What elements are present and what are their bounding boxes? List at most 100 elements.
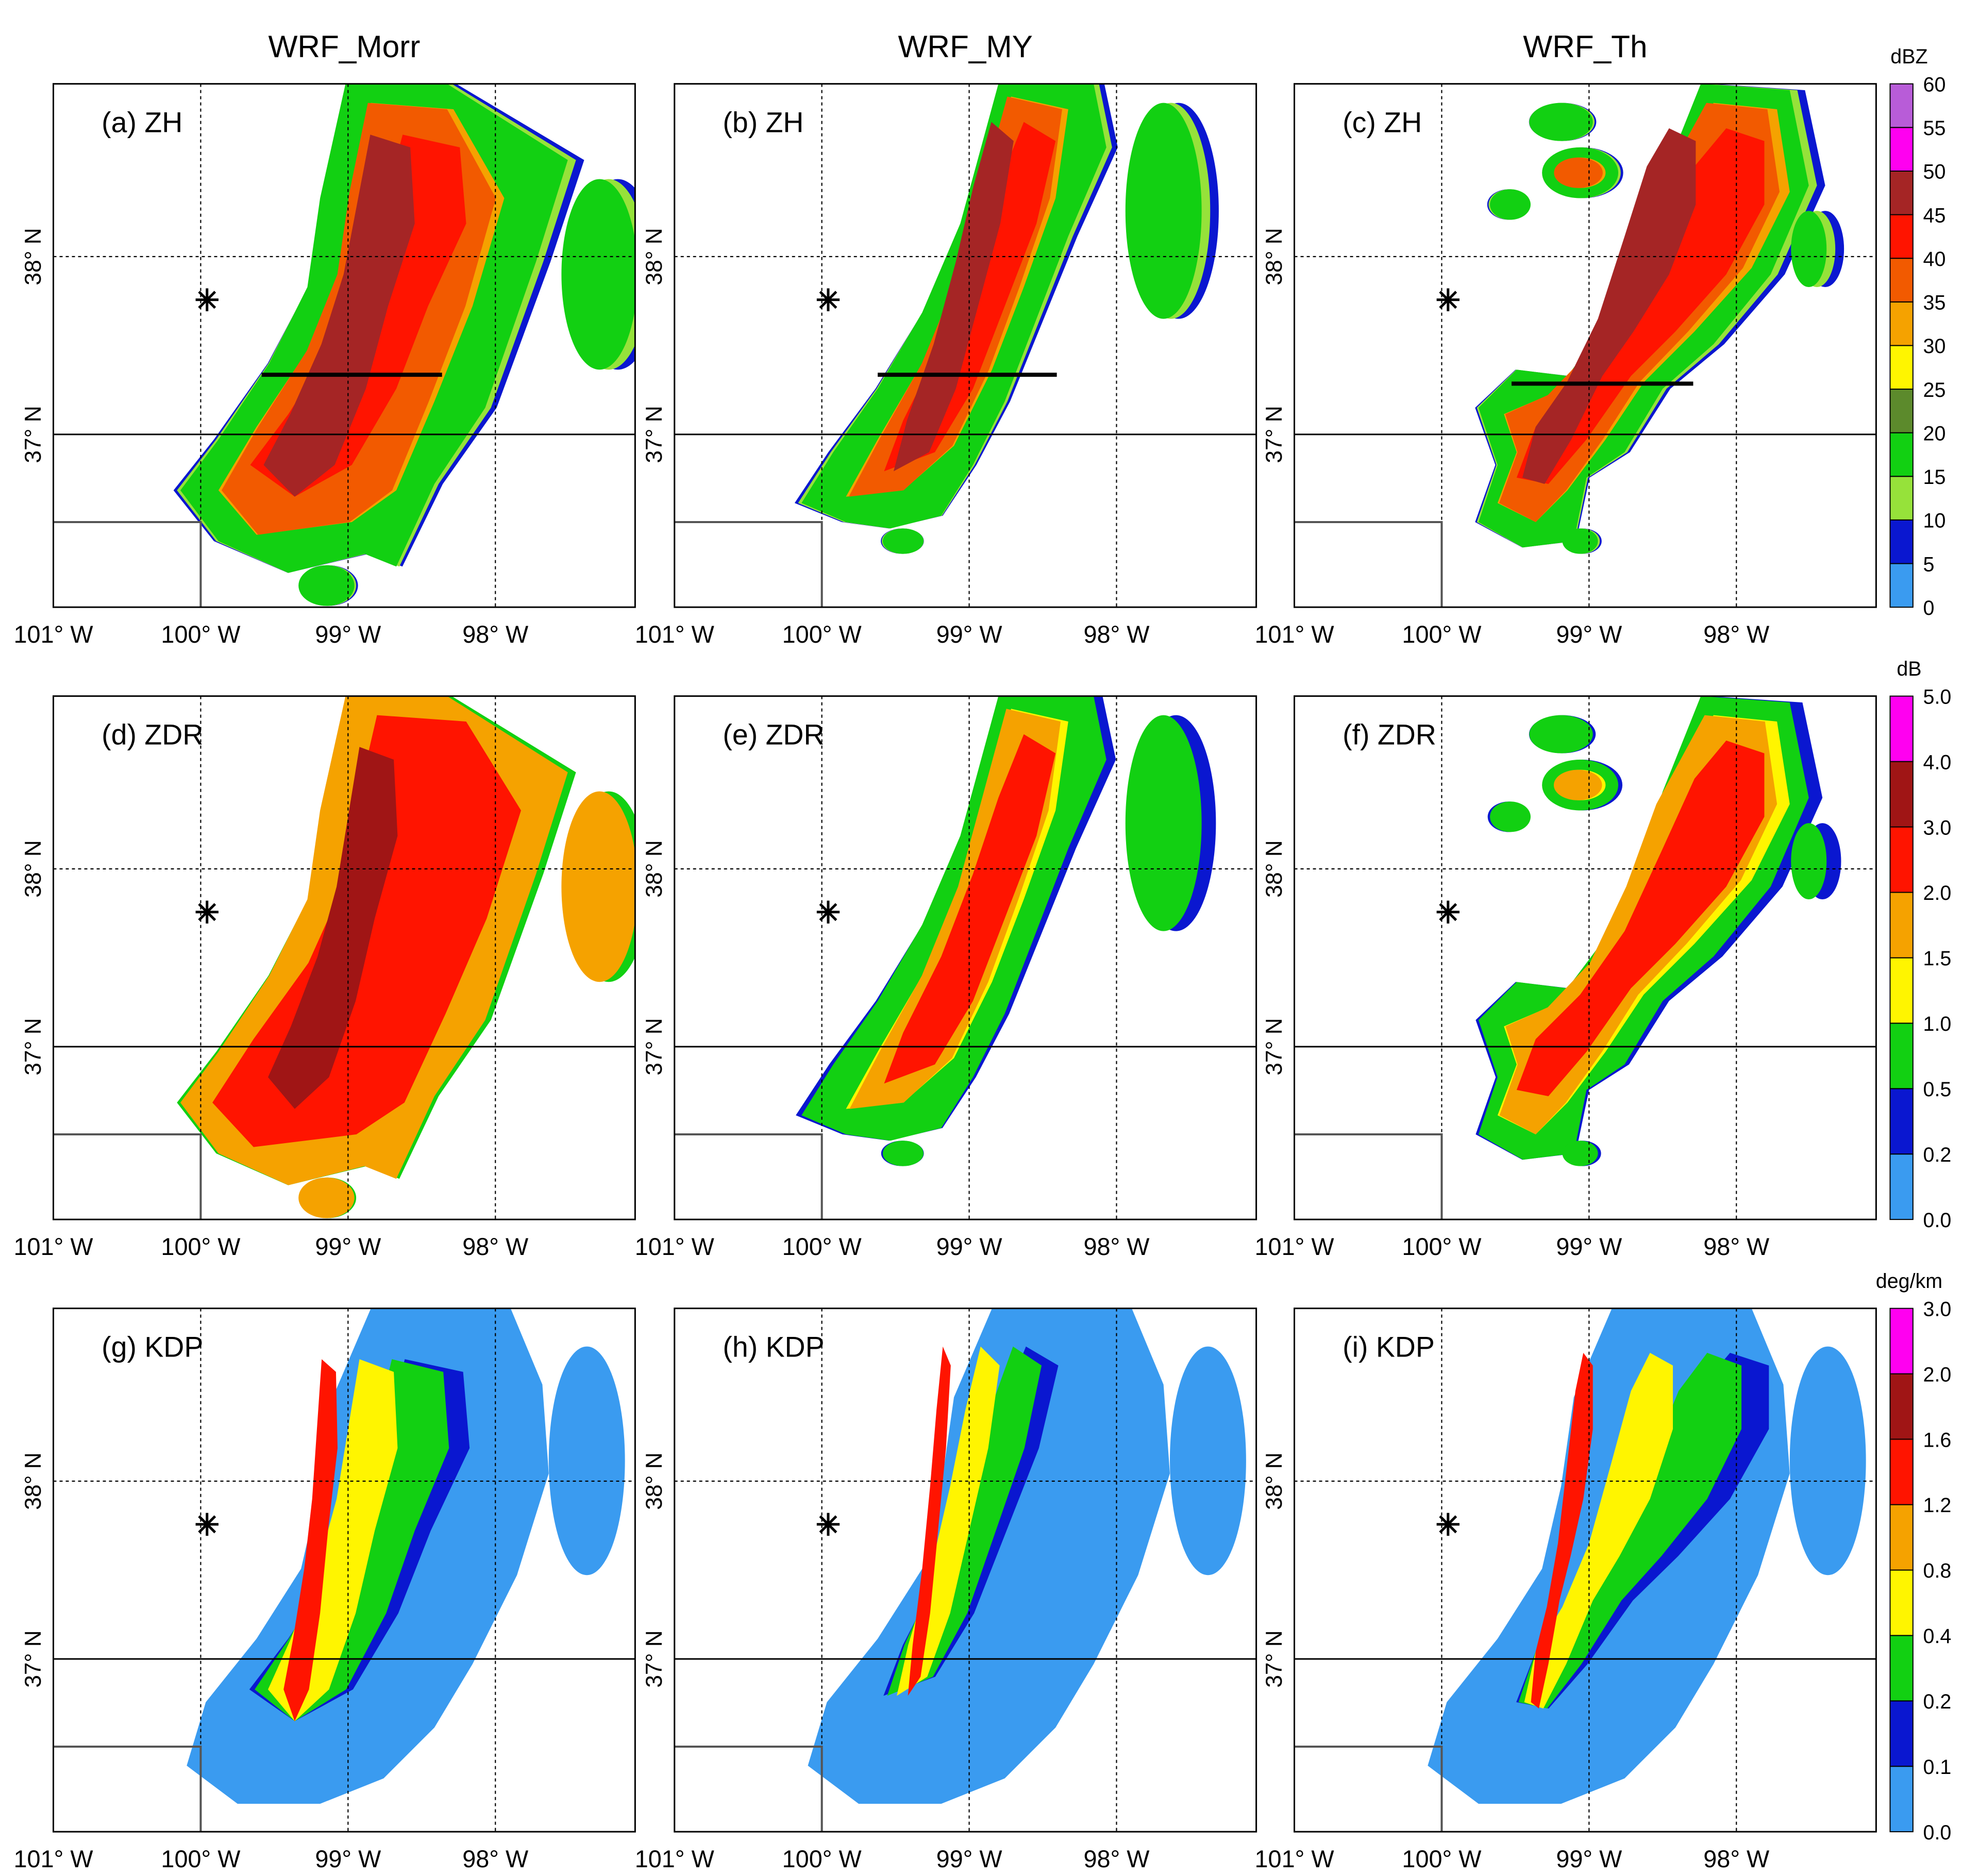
- colorbar-swatch: [1889, 258, 1914, 303]
- radar-field: [1475, 696, 1841, 1166]
- lat-tick-label: 37° N: [21, 1018, 46, 1075]
- radar-site-marker: [195, 288, 219, 311]
- map-panel-1-1: (e) ZDR 101° W 100° W 99° W 98° W 38° N 37° N: [635, 695, 1257, 1260]
- lon-tick-label: 101° W: [635, 621, 715, 648]
- lon-tick-label: 99° W: [1556, 1846, 1622, 1872]
- lon-tick-label: 99° W: [315, 621, 381, 648]
- panel-label: (e) ZDR: [723, 718, 824, 750]
- colorbar-tick-label: 60: [1923, 73, 1946, 96]
- colorbar-tick-label: 3.0: [1923, 1298, 1952, 1320]
- colorbar-unit: deg/km: [1876, 1270, 1942, 1293]
- lon-tick-label: 98° W: [1703, 621, 1770, 648]
- colorbar-swatch: [1889, 892, 1914, 959]
- colorbar-swatch: [1889, 1088, 1914, 1155]
- radar-field: [808, 1308, 1246, 1804]
- colorbar-tick-label: 5.0: [1923, 685, 1952, 708]
- colorbar-swatch: [1889, 1023, 1914, 1090]
- lat-tick-label: 38° N: [642, 1452, 667, 1510]
- colorbar-swatch: [1889, 761, 1914, 828]
- panel-label: (c) ZH: [1343, 106, 1422, 138]
- colorbar-tick-label: 10: [1923, 510, 1946, 532]
- panel-label: (f) ZDR: [1343, 718, 1436, 750]
- lon-tick-label: 101° W: [14, 621, 94, 648]
- radar-field: [173, 83, 635, 606]
- colorbar-swatch: [1889, 519, 1914, 564]
- map-panel-0-1: (b) ZH 101° W 100° W 99° W 98° W 38° N 37° N: [635, 83, 1257, 648]
- lon-tick-label: 101° W: [1255, 621, 1335, 648]
- radar-field: [187, 1308, 625, 1804]
- colorbar-swatch: [1889, 1504, 1914, 1571]
- colorbar-swatch: [1889, 301, 1914, 346]
- lat-tick-label: 38° N: [642, 228, 667, 285]
- radar-site-marker: [195, 900, 219, 924]
- lon-tick-label: 101° W: [1255, 1846, 1335, 1872]
- colorbar-swatch: [1889, 1766, 1914, 1833]
- map-panel-0-0: (a) ZH 101° W 100° W 99° W 98° W 38° N 37° N: [14, 83, 636, 648]
- map-panel-2-1: (h) KDP 101° W 100° W 99° W 98° W 38° N 37° N: [635, 1308, 1257, 1872]
- radar-field: [794, 83, 1219, 554]
- colorbar-tick-label: 2.0: [1923, 882, 1952, 904]
- lat-tick-label: 37° N: [1262, 1018, 1287, 1075]
- lon-tick-label: 101° W: [635, 1233, 715, 1260]
- lon-tick-label: 100° W: [161, 1233, 241, 1260]
- lat-tick-label: 38° N: [21, 840, 46, 897]
- colorbar-swatch: [1889, 214, 1914, 259]
- lon-tick-label: 98° W: [462, 621, 529, 648]
- radar-site-marker: [1436, 288, 1460, 311]
- lon-tick-label: 99° W: [936, 621, 1003, 648]
- colorbar-tick-label: 3.0: [1923, 816, 1952, 839]
- lat-tick-label: 37° N: [1262, 406, 1287, 463]
- colorbar-tick-label: 0.0: [1923, 1209, 1952, 1232]
- lon-tick-label: 99° W: [1556, 1233, 1622, 1260]
- colorbar-unit: dB: [1897, 658, 1921, 680]
- colorbar-tick-label: 0.8: [1923, 1560, 1952, 1582]
- lat-tick-label: 38° N: [1262, 840, 1287, 897]
- colorbar-swatch: [1889, 826, 1914, 893]
- colorbar-tick-label: 40: [1923, 248, 1946, 271]
- colorbar-swatch: [1889, 1308, 1914, 1375]
- colorbar-swatch: [1889, 389, 1914, 433]
- lon-tick-label: 100° W: [782, 1846, 862, 1872]
- colorbar-swatch: [1889, 345, 1914, 390]
- colorbar-swatch: [1889, 1373, 1914, 1440]
- lon-tick-label: 101° W: [1255, 1233, 1335, 1260]
- panel-label: (h) KDP: [723, 1331, 824, 1363]
- lon-tick-label: 98° W: [462, 1233, 529, 1260]
- colorbar-tick-label: 1.0: [1923, 1013, 1952, 1035]
- colorbar-tick-label: 15: [1923, 466, 1946, 489]
- lon-tick-label: 101° W: [14, 1846, 94, 1872]
- colorbar-tick-label: 0.2: [1923, 1690, 1952, 1713]
- colorbar-tick-label: 1.6: [1923, 1429, 1952, 1451]
- lat-tick-label: 38° N: [1262, 1452, 1287, 1510]
- lat-tick-label: 38° N: [1262, 228, 1287, 285]
- colorbar-tick-label: 2.0: [1923, 1363, 1952, 1386]
- lon-tick-label: 100° W: [782, 621, 862, 648]
- lon-tick-label: 98° W: [1083, 621, 1150, 648]
- lat-tick-label: 38° N: [21, 228, 46, 285]
- lon-tick-label: 98° W: [462, 1846, 529, 1872]
- colorbar-tick-label: 1.2: [1923, 1494, 1952, 1517]
- panel-label: (b) ZH: [723, 106, 803, 138]
- map-panel-2-0: (g) KDP 101° W 100° W 99° W 98° W 38° N 37° N: [14, 1308, 636, 1872]
- lat-tick-label: 38° N: [21, 1452, 46, 1510]
- lon-tick-label: 100° W: [1402, 621, 1482, 648]
- colorbar-tick-label: 30: [1923, 335, 1946, 358]
- lon-tick-label: 100° W: [1402, 1233, 1482, 1260]
- colorbar-swatch: [1889, 1569, 1914, 1636]
- column-title-0: WRF_Morr: [268, 29, 420, 64]
- colorbar-tick-label: 25: [1923, 379, 1946, 401]
- colorbar-swatch: [1889, 432, 1914, 477]
- lat-tick-label: 37° N: [642, 1630, 667, 1687]
- colorbar-tick-label: 4.0: [1923, 751, 1952, 774]
- colorbar-swatch: [1889, 83, 1914, 128]
- map-panel-2-2: (i) KDP 101° W 100° W 99° W 98° W 38° N 37° N: [1255, 1308, 1877, 1872]
- panel-label: (i) KDP: [1343, 1331, 1435, 1363]
- colorbar-tick-label: 0: [1923, 597, 1935, 619]
- colorbar-tick-label: 5: [1923, 553, 1935, 576]
- colorbar-tick-label: 1.5: [1923, 947, 1952, 970]
- radar-site-marker: [816, 900, 840, 924]
- lon-tick-label: 99° W: [1556, 621, 1622, 648]
- radar-field: [177, 696, 635, 1218]
- colorbar-swatch: [1889, 1700, 1914, 1767]
